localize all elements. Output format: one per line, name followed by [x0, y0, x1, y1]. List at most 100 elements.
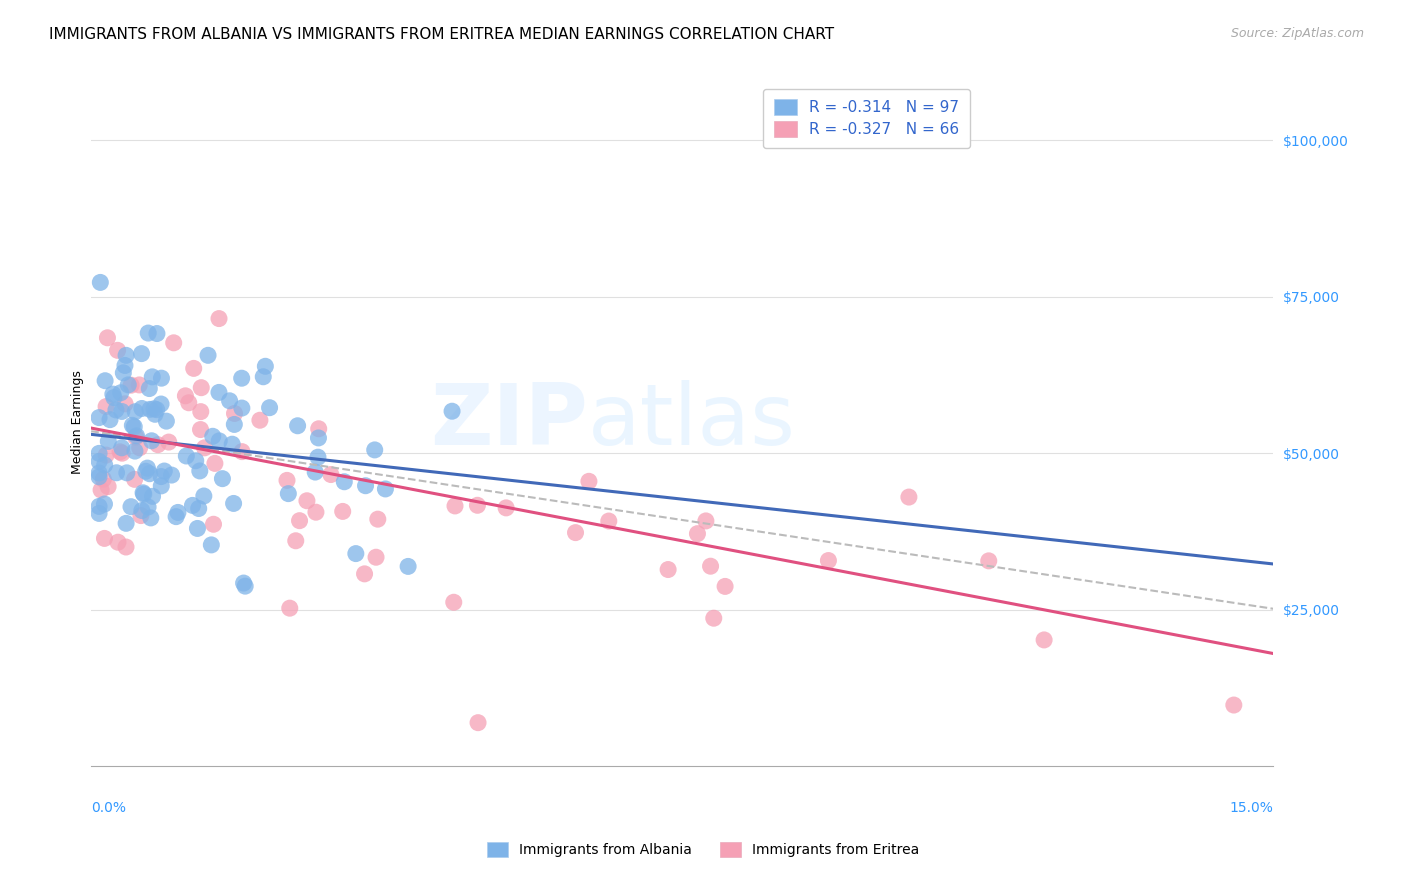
Point	[150, 469, 173, 483]
Point	[276, 474, 298, 488]
Point	[145, 402, 167, 417]
Point	[190, 423, 212, 437]
Point	[1223, 698, 1246, 712]
Point	[308, 431, 330, 445]
Point	[128, 441, 150, 455]
Point	[259, 401, 281, 415]
Legend: Immigrants from Albania, Immigrants from Eritrea: Immigrants from Albania, Immigrants from…	[481, 837, 925, 863]
Point	[304, 465, 326, 479]
Point	[98, 412, 121, 426]
Point	[129, 508, 152, 523]
Point	[703, 611, 725, 625]
Point	[150, 371, 173, 385]
Point	[444, 499, 467, 513]
Point	[139, 402, 162, 417]
Point	[87, 454, 110, 468]
Point	[183, 361, 205, 376]
Point	[131, 401, 153, 416]
Point	[467, 715, 489, 730]
Point	[87, 500, 110, 514]
Point	[87, 470, 110, 484]
Point	[90, 483, 112, 497]
Point	[441, 404, 464, 418]
Point	[657, 562, 679, 576]
Point	[177, 396, 200, 410]
Point	[94, 448, 117, 462]
Point	[150, 479, 173, 493]
Point	[111, 446, 134, 460]
Point	[254, 359, 277, 374]
Point	[295, 493, 318, 508]
Point	[155, 414, 177, 428]
Point	[222, 496, 245, 510]
Point	[125, 430, 148, 444]
Point	[364, 550, 387, 565]
Text: Source: ZipAtlas.com: Source: ZipAtlas.com	[1230, 27, 1364, 40]
Point	[218, 393, 240, 408]
Point	[141, 434, 163, 448]
Point	[231, 444, 253, 458]
Point	[188, 464, 211, 478]
Point	[160, 468, 183, 483]
Point	[305, 505, 328, 519]
Point	[686, 526, 709, 541]
Point	[695, 514, 717, 528]
Point	[252, 369, 274, 384]
Point	[193, 441, 215, 455]
Point	[124, 405, 146, 419]
Point	[103, 391, 125, 405]
Point	[364, 442, 387, 457]
Point	[146, 438, 169, 452]
Point	[193, 489, 215, 503]
Point	[288, 514, 311, 528]
Point	[107, 343, 129, 358]
Point	[277, 486, 299, 500]
Point	[93, 532, 115, 546]
Point	[128, 378, 150, 392]
Text: IMMIGRANTS FROM ALBANIA VS IMMIGRANTS FROM ERITREA MEDIAN EARNINGS CORRELATION C: IMMIGRANTS FROM ALBANIA VS IMMIGRANTS FR…	[49, 27, 834, 42]
Point	[157, 435, 180, 450]
Point	[186, 521, 208, 535]
Point	[117, 377, 139, 392]
Point	[165, 509, 187, 524]
Point	[115, 348, 138, 362]
Point	[131, 503, 153, 517]
Point	[319, 467, 342, 482]
Point	[87, 410, 110, 425]
Point	[135, 464, 157, 478]
Point	[396, 559, 419, 574]
Point	[249, 413, 271, 427]
Point	[141, 369, 163, 384]
Point	[221, 437, 243, 451]
Point	[233, 579, 256, 593]
Point	[104, 403, 127, 417]
Point	[224, 417, 246, 432]
Point	[132, 485, 155, 500]
Point	[287, 418, 309, 433]
Point	[167, 505, 190, 519]
Point	[138, 382, 160, 396]
Point	[124, 444, 146, 458]
Point	[153, 464, 176, 478]
Point	[97, 434, 120, 449]
Point	[93, 497, 115, 511]
Point	[125, 429, 148, 443]
Text: 0.0%: 0.0%	[91, 801, 127, 814]
Point	[105, 466, 128, 480]
Point	[564, 525, 586, 540]
Point	[87, 466, 110, 480]
Point	[136, 326, 159, 340]
Point	[467, 498, 489, 512]
Point	[332, 504, 354, 518]
Point	[139, 511, 162, 525]
Point	[202, 517, 225, 532]
Point	[1033, 632, 1056, 647]
Point	[121, 418, 143, 433]
Point	[110, 385, 132, 400]
Point	[977, 554, 1000, 568]
Point	[93, 458, 115, 472]
Point	[208, 385, 231, 400]
Point	[208, 311, 231, 326]
Point	[344, 547, 367, 561]
Point	[132, 487, 155, 501]
